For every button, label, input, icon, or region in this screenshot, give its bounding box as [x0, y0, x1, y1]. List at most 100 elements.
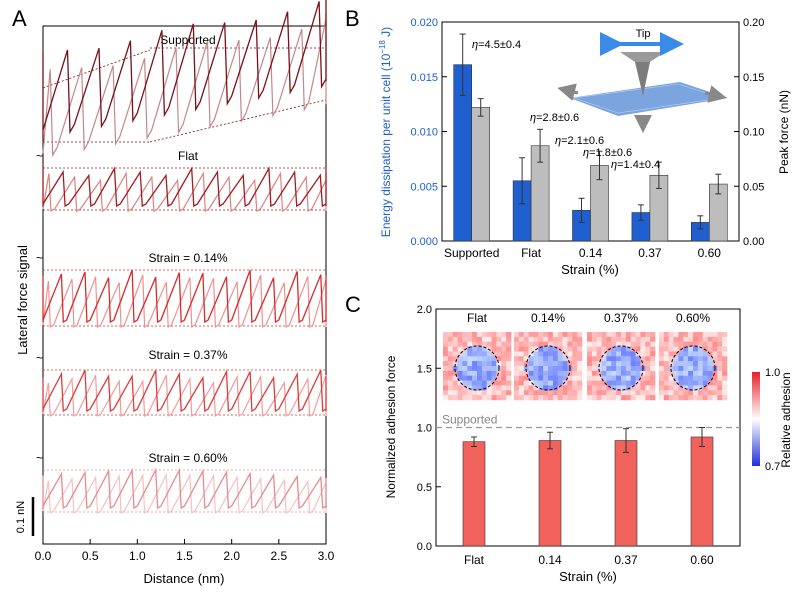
tip-cantilever — [620, 52, 665, 62]
map-circle-2 — [598, 345, 644, 391]
x-tick-label-0: 0.0 — [35, 549, 52, 563]
trace-backward-1 — [42, 171, 327, 212]
b-annotation-3: η=1.8±0.6 — [583, 147, 632, 159]
x-tick-label-1: 0.5 — [82, 549, 99, 563]
colorbar-min: 0.7 — [765, 461, 780, 473]
guide-lower-1 — [149, 99, 327, 143]
trace-backward-3 — [42, 374, 327, 418]
x-tick-label-3: 1.5 — [176, 549, 193, 563]
trace-forward-4 — [42, 467, 327, 510]
trace-forward-2 — [42, 269, 327, 324]
panel-a: A 0.0 0.5 1.0 1.5 2.0 2.5 3.0 Distance (nm) La… — [12, 0, 335, 586]
panel-c-bars: Flat 0.14 0.37 0.60 — [462, 427, 714, 567]
b-right-tick-label-4: 0.20 — [743, 17, 764, 29]
b-annotation-4: η=1.4±0.4 — [611, 159, 660, 171]
x-tick-label-4: 2.0 — [223, 549, 240, 563]
b-annotation-1: η=2.8±0.6 — [530, 112, 579, 124]
trace-backward-2 — [42, 274, 327, 329]
panel-c-axes: 0.0 0.5 1.0 1.5 2.0 Supported — [417, 304, 740, 553]
map-circle-0 — [454, 345, 500, 391]
b-category-label-1: Flat — [521, 246, 542, 260]
map-title-1: 0.14% — [531, 311, 565, 325]
b-category-label-3: 0.37 — [638, 246, 662, 260]
x-tick-label-2: 1.0 — [129, 549, 146, 563]
b-right-tick-label-0: 0.00 — [743, 236, 764, 248]
trace-backward-4 — [42, 472, 327, 515]
b-bar-1-0 — [471, 107, 491, 242]
panel-letter-b: B — [345, 6, 360, 31]
strain-arrow-left — [557, 83, 579, 101]
b-left-tick-label-1: 0.005 — [410, 181, 438, 193]
map-title-2: 0.37% — [604, 311, 638, 325]
panel-a-x-ticks: 0.0 0.5 1.0 1.5 2.0 2.5 3.0 — [35, 539, 335, 563]
adhesion-map-1 — [514, 332, 583, 401]
b-left-tick-label-0: 0.000 — [410, 236, 438, 248]
panel-c-y-label: Normalized adhesion force — [384, 355, 398, 498]
adhesion-map-2 — [587, 332, 656, 401]
b-left-tick-label-4: 0.020 — [410, 17, 438, 29]
trace-backward-0 — [42, 13, 327, 158]
panel-b-left-y-label: Energy dissipation per unit cell (10−18 … — [378, 27, 393, 237]
panel-c-x-label: Strain (%) — [559, 569, 617, 584]
c-tick-label-4: 2.0 — [417, 304, 432, 316]
c-bar-2 — [614, 440, 638, 547]
c-category-label-0: Flat — [464, 553, 485, 567]
c-bar-0 — [462, 441, 486, 547]
reference-line-label: Supported — [442, 413, 497, 427]
c-tick-label-3: 1.5 — [417, 363, 432, 375]
b-annotation-2: η=2.1±0.6 — [555, 135, 604, 147]
axis-break-1: ~ — [36, 149, 43, 163]
adhesion-maps: Flat 0.14% 0.37% 0.60% — [443, 311, 728, 401]
panel-a-y-label: Lateral force signal — [15, 245, 30, 355]
panel-b-bars: Supported Flat 0.14 0.37 0.60 — [444, 33, 728, 260]
colorbar-label: Relative adhesion — [779, 372, 793, 467]
panel-b-axes: 0.000 0.005 0.010 0.015 0.020 0.00 0.05 0.10 0.1… — [410, 17, 764, 248]
panel-b: B 0.0000.0050.0100.0150.0200.000.050.100… — [345, 6, 791, 277]
scale-bar-label: 0.1 nN — [15, 501, 27, 533]
b-right-tick-label-3: 0.15 — [743, 72, 764, 84]
adhesion-map-3 — [659, 332, 728, 401]
guide-upper-0 — [42, 49, 151, 89]
trace-forward-1 — [42, 166, 327, 208]
panel-letter-c: C — [345, 292, 361, 317]
c-bar-3 — [690, 436, 714, 547]
map-circle-1 — [525, 345, 571, 391]
c-tick-label-1: 0.5 — [417, 482, 432, 494]
c-tick-label-0: 0.0 — [417, 541, 432, 553]
tip-label: Tip — [636, 28, 651, 40]
graphene-sheet — [570, 82, 728, 116]
map-circle-3 — [670, 345, 716, 391]
adhesion-map-0 — [443, 332, 512, 401]
trace-label-3: Strain = 0.37% — [148, 348, 227, 362]
c-category-label-1: 0.14 — [538, 553, 562, 567]
panel-a-x-label: Distance (nm) — [144, 571, 225, 586]
b-left-tick-label-3: 0.015 — [410, 72, 438, 84]
x-tick-label-6: 3.0 — [318, 549, 335, 563]
trace-forward-0 — [42, 0, 327, 138]
panel-b-annotations: η=4.5±0.4 η=2.8±0.6 η=2.1±0.6η=1.8±0.6η=1.… — [472, 39, 660, 171]
x-tick-label-5: 2.5 — [270, 549, 287, 563]
trace-label-1: Flat — [178, 149, 199, 163]
b-right-tick-label-1: 0.05 — [743, 181, 764, 193]
b-left-tick-label-2: 0.010 — [410, 127, 438, 139]
b-category-label-4: 0.60 — [698, 246, 722, 260]
map-title-0: Flat — [467, 311, 488, 325]
b-category-label-2: 0.14 — [579, 246, 603, 260]
c-category-label-2: 0.37 — [614, 553, 638, 567]
c-category-label-3: 0.60 — [690, 553, 714, 567]
axis-break-3: ~ — [36, 351, 43, 365]
b-right-tick-label-2: 0.10 — [743, 127, 764, 139]
colorbar-max: 1.0 — [765, 367, 780, 379]
c-tick-label-2: 1.0 — [417, 423, 432, 435]
panel-b-right-y-label: Peak force (nN) — [777, 90, 791, 174]
strain-arrow-right — [704, 85, 727, 103]
axis-break-2: ~ — [36, 251, 43, 265]
b-annotation-0: η=4.5±0.4 — [472, 39, 521, 51]
c-bar-1 — [538, 440, 562, 547]
afm-tip-inset: Tip — [557, 28, 728, 133]
axis-break-4: ~ — [36, 451, 43, 465]
b-category-label-0: Supported — [444, 246, 499, 260]
